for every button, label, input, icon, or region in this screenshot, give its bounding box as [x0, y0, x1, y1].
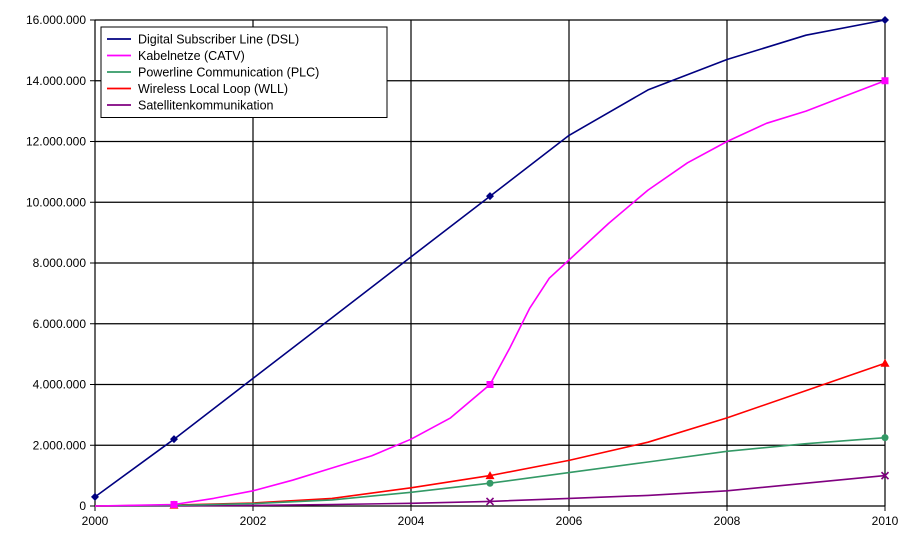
data-point-kabelnetze-catv: [881, 77, 889, 85]
legend-label: Wireless Local Loop (WLL): [138, 82, 288, 96]
legend-label: Satellitenkommunikation: [138, 99, 274, 113]
y-tick-label: 2.000.000: [33, 438, 87, 452]
data-point-wireless-local-loop-wll: [880, 358, 890, 367]
data-point-satellitenkommunikation: [880, 471, 890, 480]
data-point-kabelnetze-catv: [486, 381, 494, 388]
data-point-digital-subscriber-line-dsl: [881, 16, 889, 24]
x-tick-label: 2000: [82, 514, 109, 528]
data-point-satellitenkommunikation: [485, 497, 495, 506]
legend-label: Powerline Communication (PLC): [138, 66, 319, 80]
data-point-wireless-local-loop-wll: [485, 471, 495, 480]
x-tick-label: 2008: [714, 514, 741, 528]
y-tick-label: 12.000.000: [26, 135, 86, 149]
x-tick-label: 2006: [556, 514, 583, 528]
x-tick-label: 2002: [240, 514, 267, 528]
x-tick-label: 2010: [872, 514, 899, 528]
series-line-kabelnetze-catv: [94, 80, 886, 507]
y-tick-label: 16.000.000: [26, 13, 86, 27]
y-tick-label: 4.000.000: [33, 378, 87, 392]
legend: Digital Subscriber Line (DSL) Kabelnetze …: [100, 26, 388, 118]
y-tick-label: 8.000.000: [33, 256, 87, 270]
data-point-kabelnetze-catv: [170, 500, 178, 508]
x-tick-label: 2004: [398, 514, 425, 528]
data-point-digital-subscriber-line-dsl: [91, 492, 99, 501]
data-point-powerline-communication-plc: [486, 479, 494, 487]
data-point-powerline-communication-plc: [881, 434, 889, 442]
data-point-digital-subscriber-line-dsl: [170, 435, 178, 444]
data-point-digital-subscriber-line-dsl: [486, 192, 494, 201]
legend-label: Digital Subscriber Line (DSL): [138, 33, 299, 47]
legend-label: Kabelnetze (CATV): [138, 49, 245, 63]
y-tick-label: 14.000.000: [26, 74, 86, 88]
y-tick-label: 6.000.000: [33, 317, 87, 331]
y-tick-label: 0: [79, 499, 86, 513]
y-tick-label: 10.000.000: [26, 195, 86, 209]
